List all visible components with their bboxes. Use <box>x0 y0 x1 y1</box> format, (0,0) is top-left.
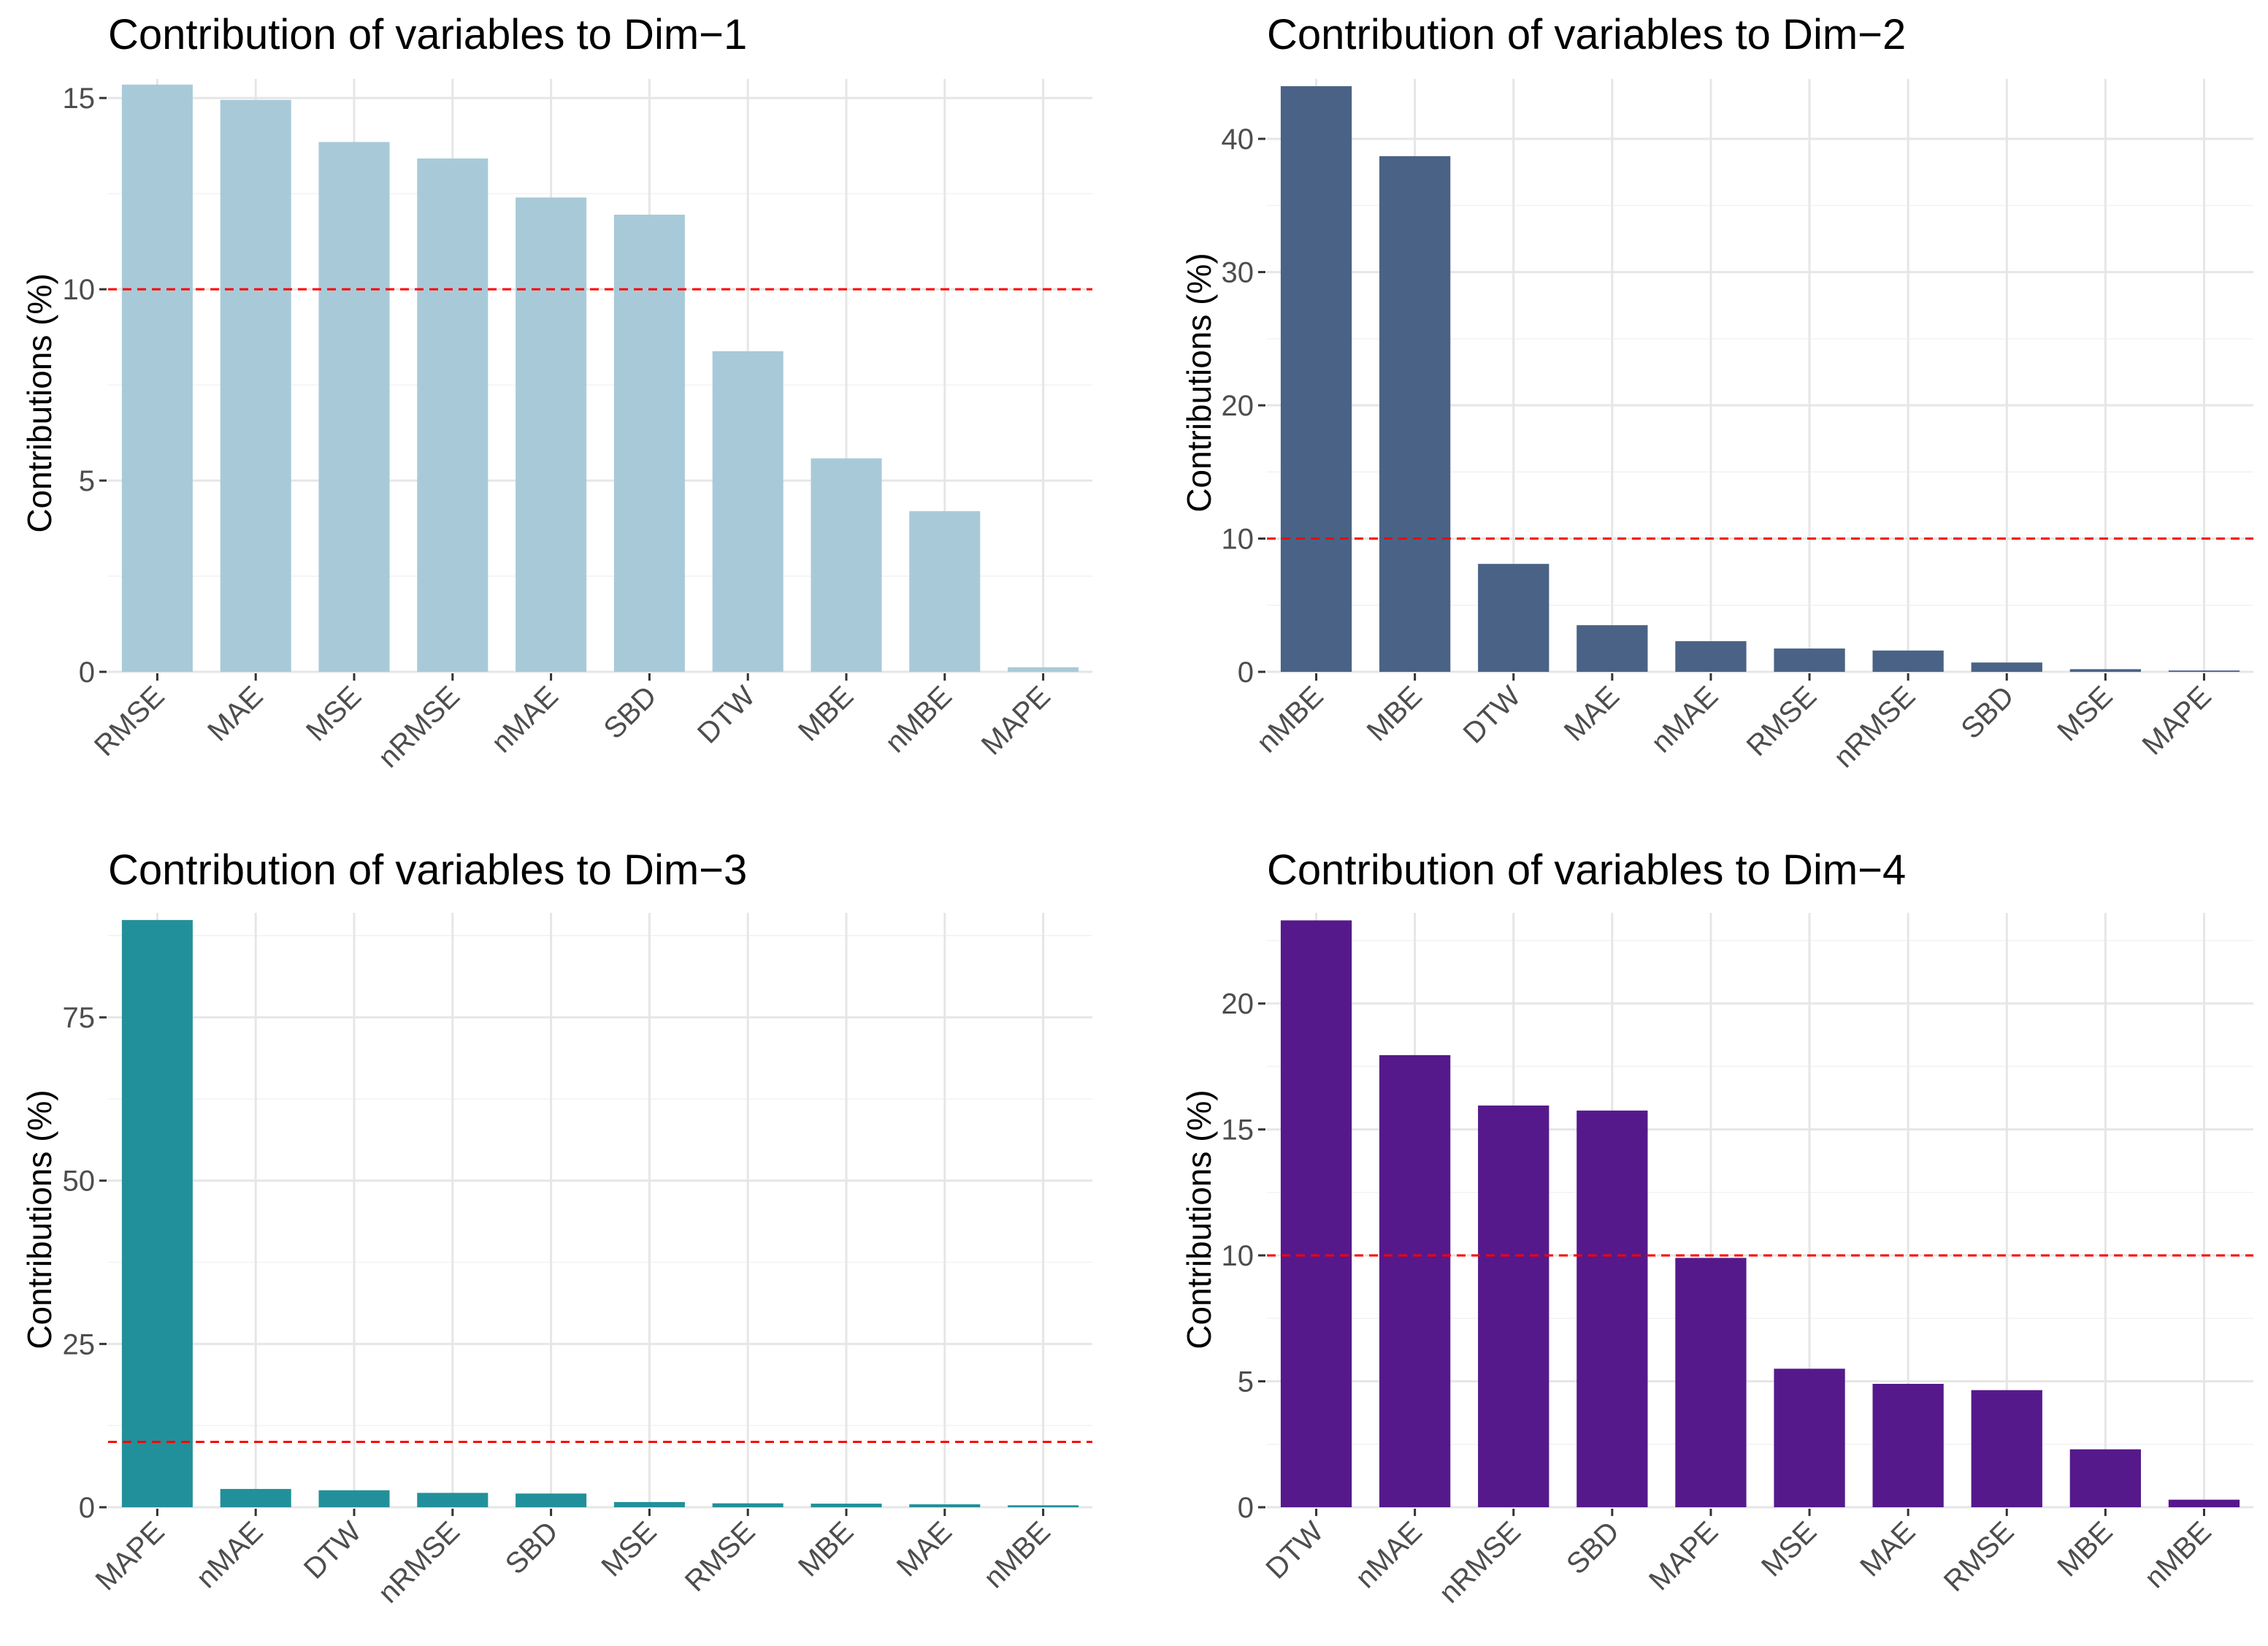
y-axis-title: Contributions (%) <box>1180 253 1218 512</box>
bar-MAPE <box>1675 1258 1747 1507</box>
bar-MAE <box>1577 625 1648 672</box>
bar-DTW <box>318 1490 390 1507</box>
y-tick-label: 15 <box>1222 1114 1254 1147</box>
y-axis-ticks: 0 10 20 30 40 <box>1222 123 1265 689</box>
y-tick-label: 5 <box>79 465 95 497</box>
bar-nMAE <box>220 1488 291 1507</box>
bar-MAPE <box>2168 670 2240 672</box>
bar-SBD <box>1577 1110 1648 1507</box>
bar-nMBE <box>909 510 981 672</box>
bar-nRMSE <box>417 158 489 673</box>
bar-nMBE <box>1280 86 1352 673</box>
bar-nRMSE <box>1478 1105 1549 1507</box>
bar-RMSE <box>121 84 193 673</box>
bar-SBD <box>613 214 685 672</box>
chart-title: Contribution of variables to Dim−1 <box>108 11 747 58</box>
bar-MAE <box>1872 1383 1944 1507</box>
bar-MAPE <box>121 919 193 1507</box>
y-tick-label: 30 <box>1222 257 1254 289</box>
bar-RMSE <box>712 1503 784 1507</box>
y-tick-label: 0 <box>79 657 95 689</box>
bar-nMAE <box>1379 1054 1451 1507</box>
y-tick-label: 15 <box>63 83 96 115</box>
y-tick-label: 25 <box>63 1328 96 1360</box>
bar-MAE <box>909 1504 981 1507</box>
y-tick-label: 0 <box>1238 1492 1254 1524</box>
y-tick-label: 20 <box>1222 988 1254 1020</box>
y-axis-title: Contributions (%) <box>20 1090 58 1349</box>
y-axis-ticks: 0 25 50 75 <box>63 1002 107 1524</box>
bar-RMSE <box>1971 1390 2042 1507</box>
y-tick-label: 5 <box>1238 1366 1254 1398</box>
bar-MSE <box>318 142 390 672</box>
bar-SBD <box>516 1493 587 1507</box>
chart-title: Contribution of variables to Dim−4 <box>1267 846 1906 894</box>
y-axis-ticks: 0 5 10 15 20 <box>1222 988 1265 1524</box>
y-tick-label: 0 <box>79 1492 95 1524</box>
bar-DTW <box>1280 920 1352 1507</box>
bar-nMAE <box>1675 641 1747 672</box>
bars <box>121 919 1079 1507</box>
y-axis-title: Contributions (%) <box>1180 1090 1218 1349</box>
bar-nMAE <box>516 197 587 672</box>
chart-title: Contribution of variables to Dim−2 <box>1267 11 1906 58</box>
bar-MBE <box>1379 156 1451 672</box>
bar-SBD <box>1971 662 2042 672</box>
y-tick-label: 75 <box>63 1002 96 1034</box>
bar-MSE <box>2069 669 2141 672</box>
bar-MBE <box>811 458 882 672</box>
bar-nMBE <box>2168 1499 2240 1507</box>
bars <box>121 84 1079 673</box>
bar-nRMSE <box>417 1493 489 1507</box>
bars <box>1280 86 2240 673</box>
y-tick-label: 10 <box>63 274 96 306</box>
bar-MBE <box>2069 1449 2141 1507</box>
y-tick-label: 40 <box>1222 123 1254 156</box>
bar-nRMSE <box>1872 650 1944 672</box>
bar-MSE <box>613 1501 685 1507</box>
y-axis-ticks: 0 5 10 15 <box>63 83 107 689</box>
bar-DTW <box>1478 564 1549 672</box>
y-tick-label: 10 <box>1222 1240 1254 1272</box>
y-tick-label: 20 <box>1222 390 1254 422</box>
chart-title: Contribution of variables to Dim−3 <box>108 846 747 894</box>
bars <box>1280 920 2240 1507</box>
bar-RMSE <box>1774 648 1845 672</box>
y-tick-label: 50 <box>63 1165 96 1198</box>
bar-MAE <box>220 99 291 673</box>
y-axis-title: Contributions (%) <box>20 273 58 532</box>
bar-nMBE <box>1008 1505 1079 1507</box>
y-tick-label: 10 <box>1222 524 1254 556</box>
bar-MBE <box>811 1504 882 1507</box>
bar-MSE <box>1774 1369 1845 1507</box>
bar-DTW <box>712 351 784 672</box>
bar-MAPE <box>1008 667 1079 672</box>
y-tick-label: 0 <box>1238 657 1254 689</box>
